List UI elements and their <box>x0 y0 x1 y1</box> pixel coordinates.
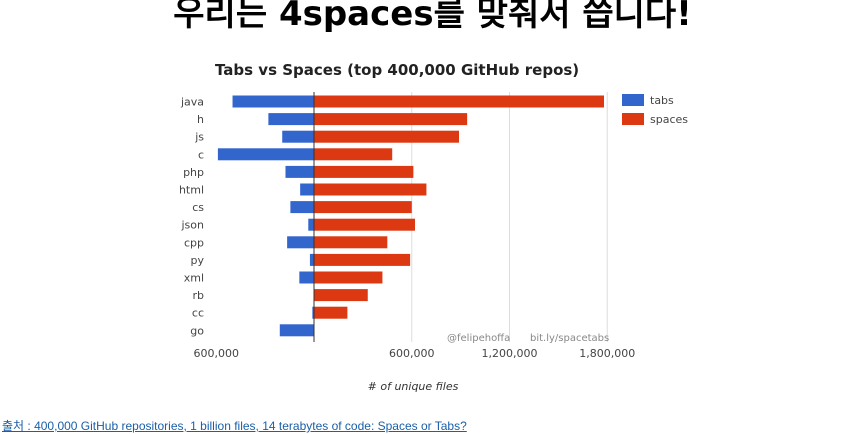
bar-spaces-php <box>314 165 414 178</box>
x-axis-label: # of unique files <box>368 380 459 393</box>
bar-tabs-py <box>309 253 314 266</box>
bar-spaces-js <box>314 130 459 143</box>
bar-spaces-c <box>314 148 393 161</box>
bar-spaces-py <box>314 253 411 266</box>
chart-bars <box>217 92 604 342</box>
chart-title: Tabs vs Spaces (top 400,000 GitHub repos… <box>215 61 579 79</box>
bar-tabs-cs <box>290 201 314 214</box>
legend-label-tabs: tabs <box>650 94 674 107</box>
tabs-vs-spaces-chart: Tabs vs Spaces (top 400,000 GitHub repos… <box>179 61 688 393</box>
category-label-h: h <box>197 113 204 126</box>
chart-grid <box>411 92 608 342</box>
legend-swatch-spaces <box>622 113 644 125</box>
page-headline: 우리는 4spaces를 맞춰서 씁니다! <box>173 0 692 34</box>
bar-tabs-java <box>232 95 314 108</box>
bar-spaces-cc <box>314 306 348 319</box>
category-label-py: py <box>191 254 205 267</box>
category-label-php: php <box>183 166 204 179</box>
bar-spaces-cs <box>314 201 412 214</box>
bar-spaces-h <box>314 113 468 126</box>
bar-spaces-cpp <box>314 236 388 249</box>
category-label-cc: cc <box>192 307 204 320</box>
category-label-cpp: cpp <box>184 236 204 249</box>
bar-spaces-java <box>314 95 604 108</box>
category-labels: java h js c php html cs json cpp py xml rb cc go <box>179 96 205 338</box>
bar-tabs-cc <box>312 306 314 319</box>
x-tick-label-1: 600,000 <box>389 347 435 360</box>
category-label-js: js <box>194 131 204 144</box>
annotation-author: @felipehoffa <box>447 333 510 344</box>
bar-tabs-cpp <box>287 236 314 249</box>
x-tick-label-2: 1,200,000 <box>482 347 538 360</box>
bar-spaces-html <box>314 183 427 196</box>
category-label-html: html <box>179 184 204 197</box>
bar-tabs-h <box>268 113 314 126</box>
chart-legend: tabs spaces <box>622 94 688 126</box>
category-label-xml: xml <box>184 272 204 285</box>
legend-label-spaces: spaces <box>650 113 688 126</box>
x-tick-label-3: 1,800,000 <box>579 347 635 360</box>
bar-tabs-php <box>285 165 314 178</box>
bar-tabs-js <box>282 130 314 143</box>
bar-spaces-json <box>314 218 416 231</box>
bar-spaces-xml <box>314 271 383 284</box>
category-label-go: go <box>190 324 204 337</box>
bar-tabs-xml <box>299 271 314 284</box>
bar-tabs-c <box>217 148 314 161</box>
legend-swatch-tabs <box>622 94 644 106</box>
bar-tabs-json <box>308 218 314 231</box>
bar-tabs-html <box>300 183 314 196</box>
x-tick-label-0: 600,000 <box>193 347 239 360</box>
source-link[interactable]: 출처 : 400,000 GitHub repositories, 1 bill… <box>2 419 467 433</box>
category-label-c: c <box>198 148 204 161</box>
category-label-cs: cs <box>192 201 204 214</box>
bar-tabs-go <box>279 324 314 337</box>
x-tick-labels: 600,000 600,000 1,200,000 1,800,000 <box>193 347 635 360</box>
category-label-rb: rb <box>192 289 204 302</box>
bar-spaces-rb <box>314 289 368 302</box>
category-label-java: java <box>180 96 204 109</box>
annotation-url: bit.ly/spacetabs <box>530 333 609 344</box>
category-label-json: json <box>181 219 205 232</box>
